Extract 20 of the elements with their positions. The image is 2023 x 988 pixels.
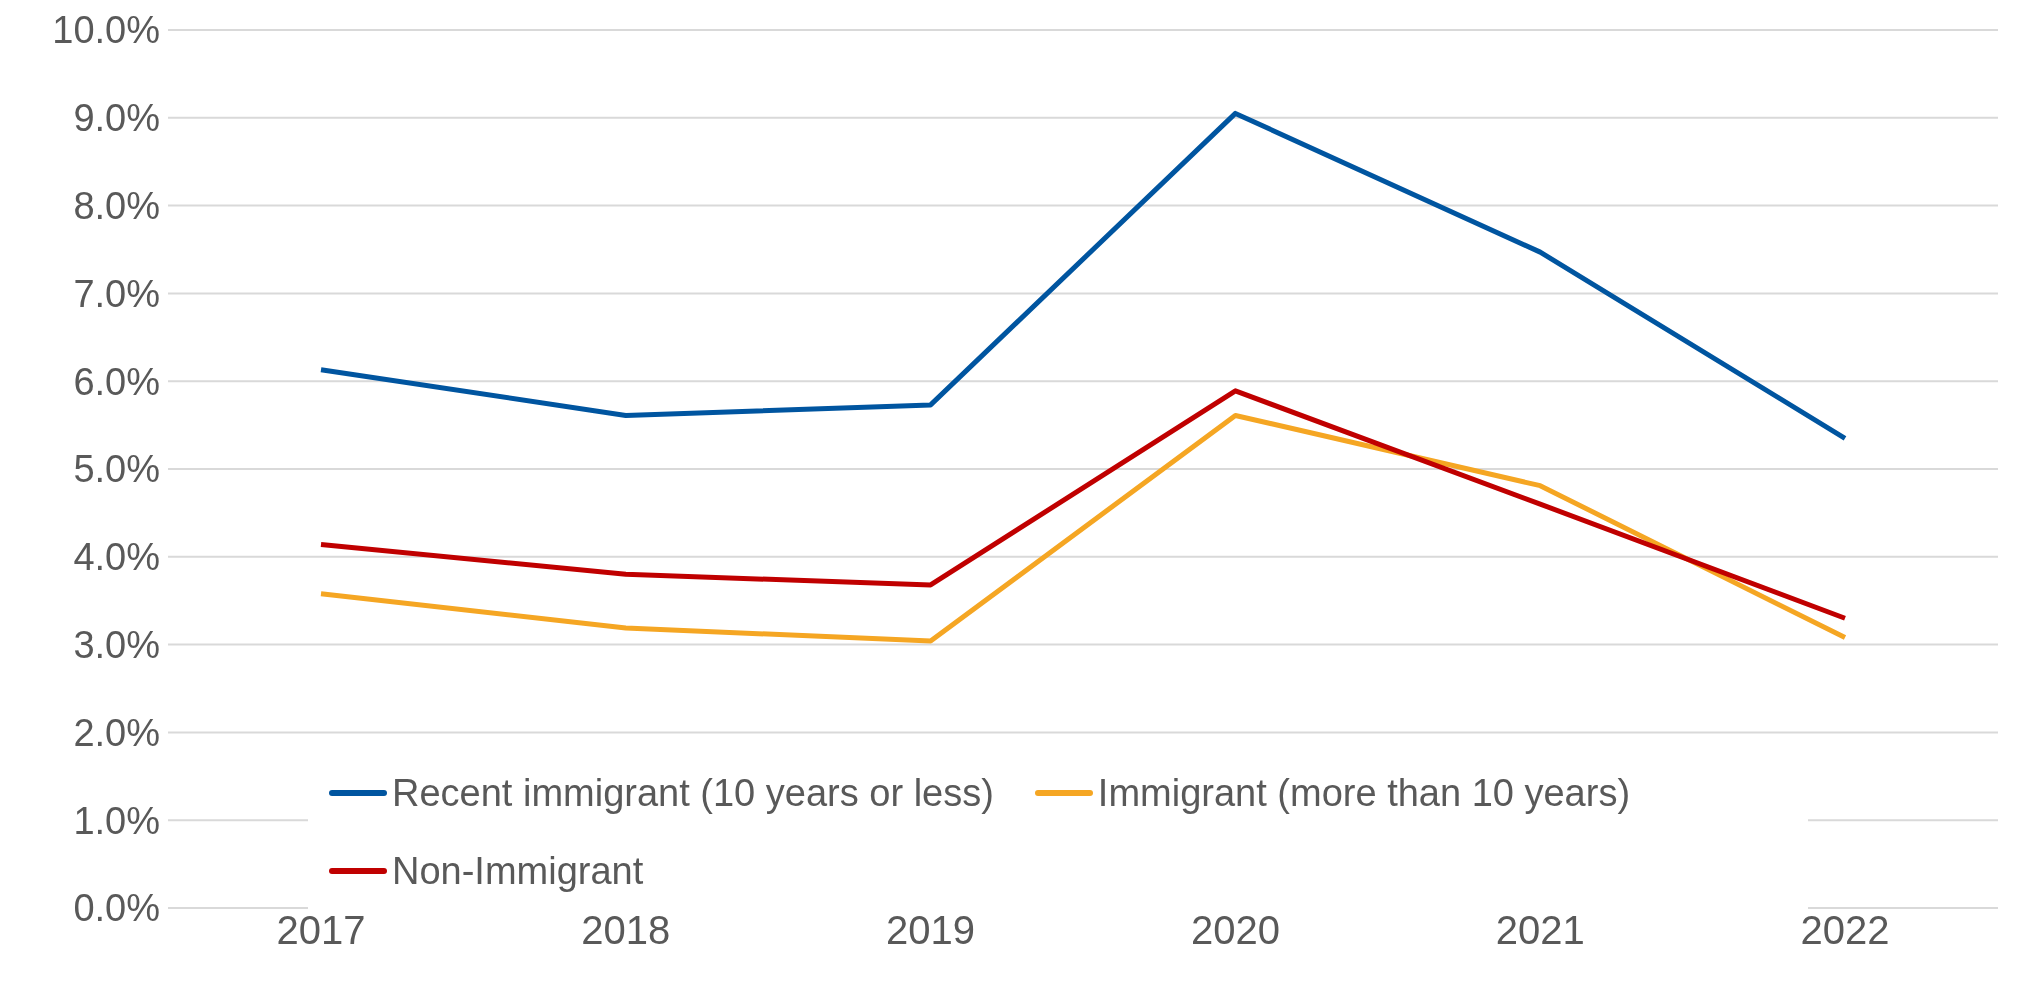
y-tick-label: 2.0%	[73, 711, 160, 754]
y-tick-label: 0.0%	[73, 887, 160, 930]
x-tick-label: 2022	[1800, 908, 1890, 953]
y-tick-label: 1.0%	[73, 799, 160, 842]
y-tick-label: 5.0%	[73, 448, 160, 491]
y-tick-label: 4.0%	[73, 536, 160, 579]
y-tick-label: 6.0%	[73, 360, 160, 403]
x-tick-label: 2017	[276, 908, 366, 953]
x-tick-label: 2021	[1495, 908, 1585, 953]
x-tick-label: 2018	[581, 908, 671, 953]
y-tick-label: 9.0%	[73, 97, 160, 140]
y-tick-label: 7.0%	[73, 272, 160, 315]
x-tick-label: 2020	[1190, 908, 1280, 953]
y-tick-label: 10.0%	[52, 9, 160, 52]
y-tick-label: 3.0%	[73, 624, 160, 667]
x-tick-label: 2019	[886, 908, 976, 953]
legend-label: Recent immigrant (10 years or less)	[392, 771, 994, 815]
legend-label: Immigrant (more than 10 years)	[1097, 771, 1631, 815]
y-tick-label: 8.0%	[73, 185, 160, 228]
legend-label: Non-Immigrant	[392, 849, 644, 893]
